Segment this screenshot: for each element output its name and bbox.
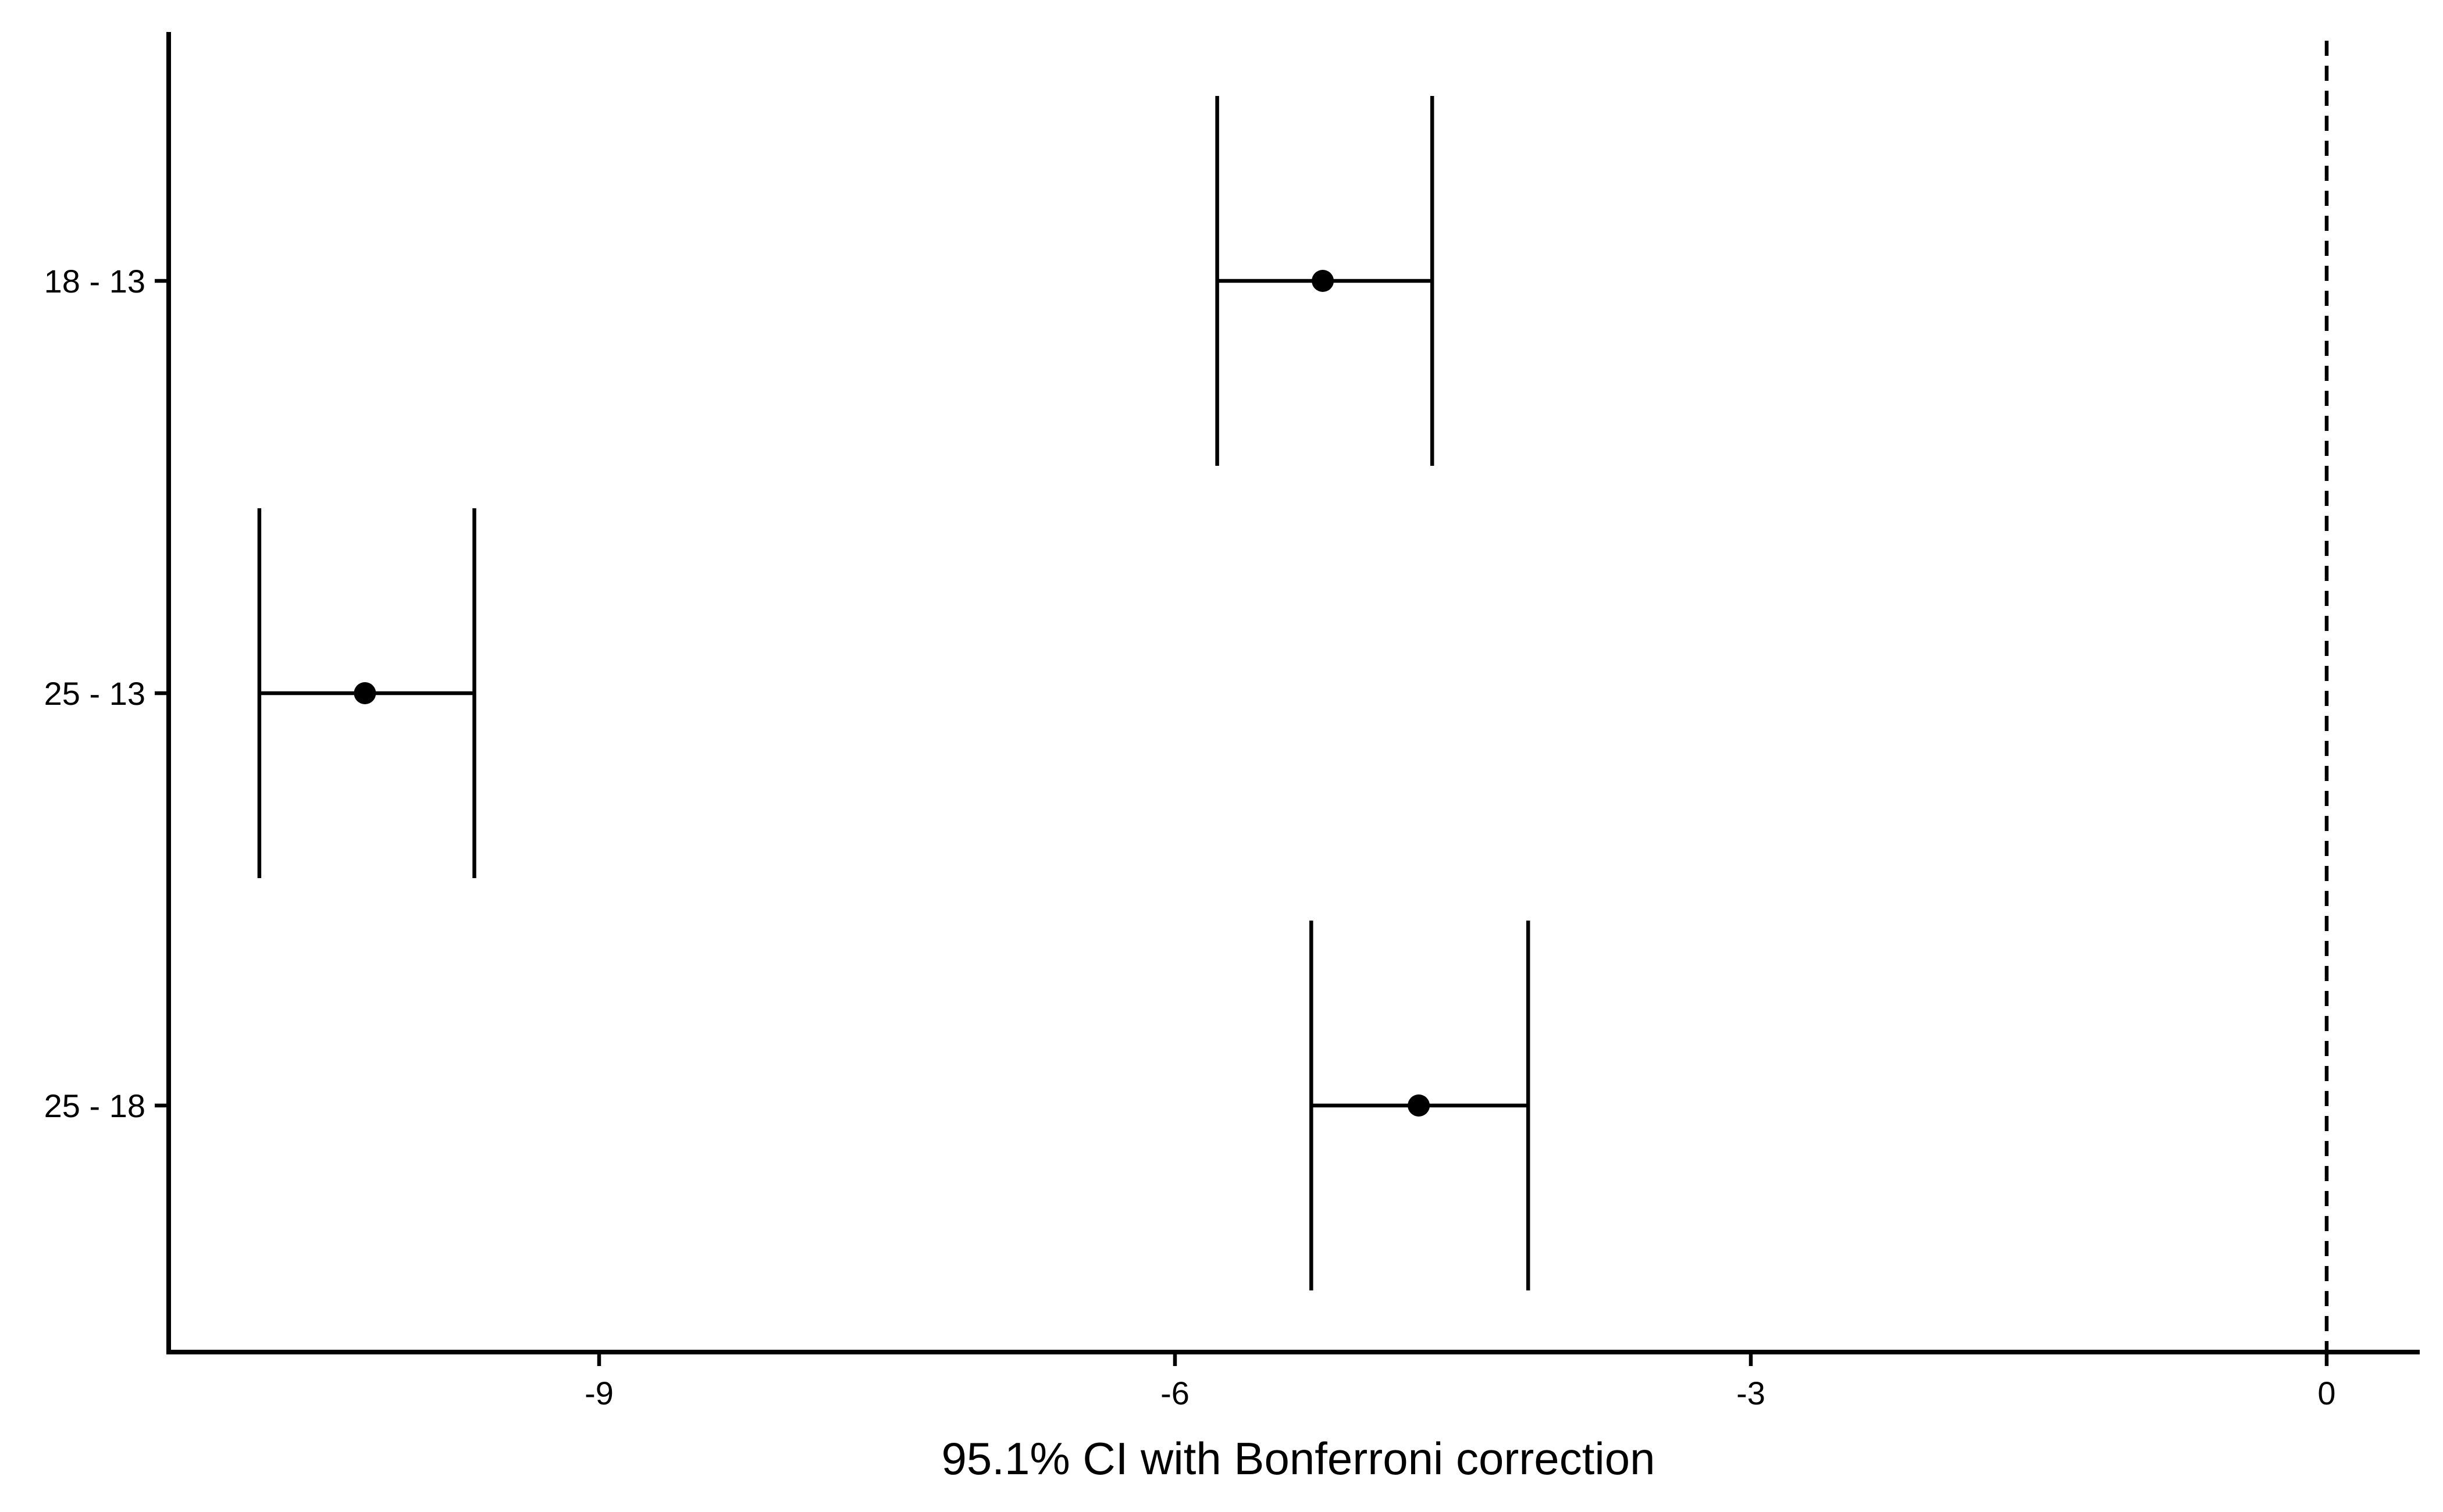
x-tick-label: -3 [1736, 1375, 1765, 1411]
x-tick-label: -6 [1160, 1375, 1190, 1411]
y-tick-label: 25 - 13 [44, 675, 145, 712]
axes-layer: -9 -6 -3 0 18 - 13 25 - 13 25 - 18 [44, 32, 2420, 1411]
x-axis-title: 95.1% CI with Bonferroni correction [942, 1433, 1655, 1484]
y-tick-label: 25 - 18 [44, 1087, 145, 1124]
interval-layer [257, 96, 1530, 1290]
x-tick-label: -9 [585, 1375, 614, 1411]
point-estimate [354, 682, 376, 704]
point-estimate [1408, 1094, 1430, 1117]
point-estimate [1312, 270, 1334, 292]
x-tick-label: 0 [2317, 1375, 2335, 1411]
y-tick-label: 18 - 13 [44, 263, 145, 299]
